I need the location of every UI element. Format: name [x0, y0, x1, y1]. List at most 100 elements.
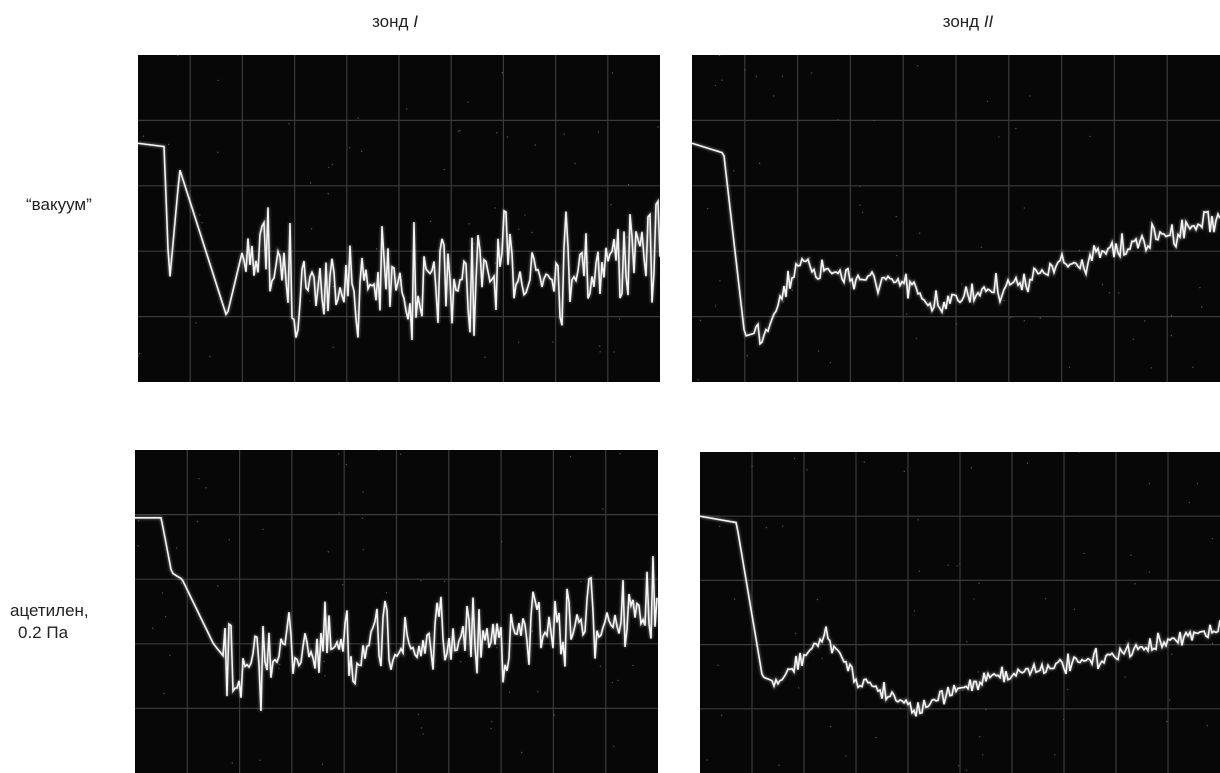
speck: [518, 228, 520, 230]
header-numeral: I: [413, 12, 418, 31]
speck: [733, 170, 735, 172]
speck: [484, 356, 486, 358]
speck: [138, 355, 139, 357]
speck: [569, 455, 572, 458]
speck: [327, 192, 329, 195]
speck: [196, 520, 199, 523]
speck: [706, 759, 708, 761]
speck: [309, 300, 311, 302]
speck: [321, 763, 324, 766]
speck: [1015, 127, 1017, 130]
speck: [896, 254, 898, 257]
speck: [970, 467, 973, 469]
speck: [618, 318, 621, 320]
row-label: “вакуум”: [26, 195, 92, 215]
speck: [1192, 366, 1194, 368]
speck: [337, 453, 340, 455]
speck: [1170, 653, 1173, 655]
speck: [1165, 720, 1168, 723]
trace: [135, 517, 658, 712]
speck: [310, 228, 313, 230]
speck: [1132, 338, 1134, 341]
speck: [957, 764, 960, 767]
speck: [717, 664, 719, 667]
speck: [599, 665, 602, 667]
speck: [875, 736, 877, 739]
speck: [537, 690, 539, 693]
speck: [772, 95, 775, 97]
speck: [420, 727, 423, 729]
speck: [332, 346, 334, 349]
speck: [1108, 292, 1111, 294]
header-numeral: II: [983, 12, 994, 31]
row-label: ацетилен, 0.2 Па: [10, 600, 89, 644]
speck: [619, 452, 621, 455]
speck: [657, 126, 659, 128]
speck: [521, 751, 523, 754]
speck: [973, 598, 975, 600]
oscillogram: [138, 55, 660, 382]
speck: [331, 163, 334, 166]
speck: [794, 632, 797, 635]
speck: [459, 129, 461, 132]
speck: [863, 461, 865, 463]
speck: [443, 580, 446, 583]
speck: [1078, 452, 1081, 453]
speck: [142, 135, 145, 137]
speck: [947, 564, 949, 566]
speck: [524, 214, 526, 216]
speck: [494, 262, 497, 264]
speck: [1134, 583, 1136, 585]
speck: [175, 547, 178, 549]
speck: [420, 579, 422, 582]
speck: [597, 131, 600, 133]
speck: [1074, 265, 1077, 268]
speck: [385, 591, 388, 594]
speck: [613, 351, 615, 353]
speck: [467, 101, 469, 103]
speck: [1148, 482, 1151, 485]
speck: [138, 520, 140, 522]
speck: [791, 289, 794, 292]
speck: [161, 592, 164, 594]
speck: [534, 144, 537, 146]
speck: [781, 75, 784, 78]
speck: [1150, 367, 1152, 369]
speck: [829, 361, 832, 364]
speck: [955, 323, 958, 325]
speck: [580, 581, 582, 583]
speck: [137, 545, 139, 547]
oscillogram: [700, 452, 1220, 773]
speck: [328, 166, 330, 169]
trace: [700, 515, 1220, 717]
speck: [180, 582, 183, 584]
speck: [163, 692, 165, 695]
speck: [1083, 552, 1085, 555]
speck: [375, 248, 378, 250]
speck: [980, 246, 982, 249]
speck: [829, 725, 832, 728]
speck: [262, 528, 264, 530]
speck: [1039, 317, 1041, 319]
speck: [1170, 334, 1173, 337]
speck: [809, 257, 811, 259]
speck: [1124, 676, 1126, 678]
speck: [138, 352, 141, 355]
speck: [1023, 207, 1025, 209]
speck: [917, 519, 919, 521]
speck: [496, 132, 498, 134]
speck: [610, 204, 612, 206]
speck: [734, 598, 736, 600]
speck: [982, 754, 984, 756]
speck: [613, 745, 615, 747]
speck: [460, 661, 462, 663]
speck: [797, 687, 800, 689]
speck: [1068, 366, 1071, 369]
speck: [323, 660, 325, 663]
column-header: зонд I: [372, 12, 418, 32]
speck: [468, 223, 470, 225]
speck: [986, 100, 989, 102]
speck: [205, 487, 207, 489]
speck: [1054, 754, 1056, 756]
